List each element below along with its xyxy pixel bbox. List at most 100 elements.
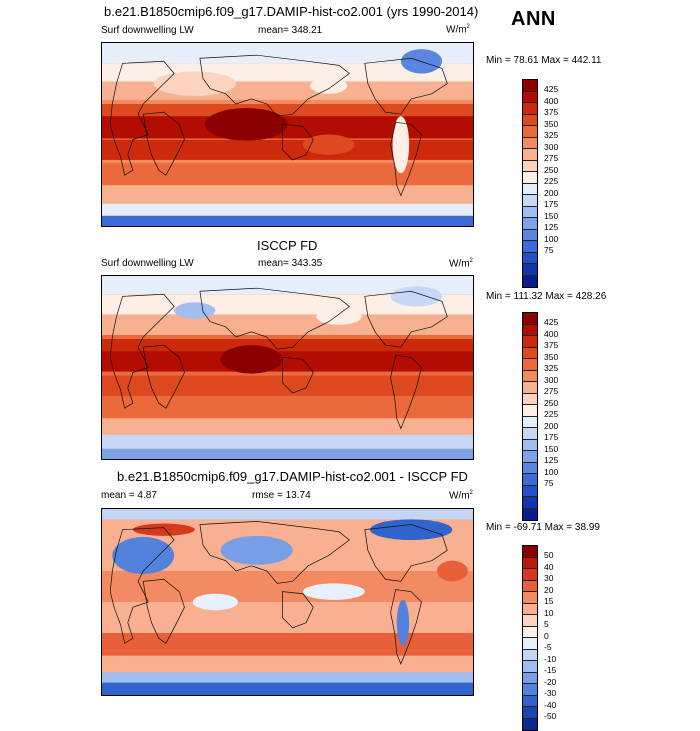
colorbar-swatch [523, 370, 537, 382]
panel-diff-map [101, 508, 474, 696]
colorbar-tick-label: 200 [544, 420, 559, 431]
colorbar-tick-label: 75 [544, 478, 554, 488]
colorbar-tick-label: 400 [544, 328, 559, 339]
colorbar-tick-label: 200 [544, 187, 559, 198]
colorbar-swatch [523, 661, 537, 673]
colorbar-swatch [523, 405, 537, 417]
colorbar-swatch [523, 103, 537, 115]
colorbar-swatch [523, 603, 537, 615]
colorbar-swatch [523, 206, 537, 218]
colorbar-tick-label: 10 [544, 607, 554, 618]
colorbar-swatch [523, 275, 537, 287]
colorbar-swatch [523, 485, 537, 497]
panel-model-map [101, 42, 474, 227]
colorbar-swatch [523, 393, 537, 405]
panel-diff-colorbar-labels: 50 40 30 20 15 10 5 0 -5 -10 -15 -20 -30 -40 -50 [544, 550, 556, 723]
panel-diff-rmse-label: rmse = 13.74 [252, 490, 311, 501]
colorbar-swatch [523, 347, 537, 359]
colorbar-swatch [523, 557, 537, 569]
colorbar-tick-label: 375 [544, 107, 559, 117]
colorbar-tick-label: 275 [544, 386, 559, 396]
colorbar-swatch [523, 183, 537, 195]
colorbar-swatch [523, 615, 537, 627]
colorbar-tick-label: 275 [544, 153, 559, 163]
panel-obs-map [101, 275, 474, 460]
colorbar-swatch [523, 439, 537, 451]
colorbar-swatch [523, 497, 537, 509]
colorbar-swatch [523, 80, 537, 92]
colorbar-tick-label: 225 [544, 176, 559, 186]
colorbar-tick-label: 175 [544, 432, 559, 442]
colorbar-swatch [523, 382, 537, 394]
colorbar-swatch [523, 718, 537, 730]
colorbar-tick-label: 350 [544, 118, 559, 129]
colorbar-tick-label: -10 [544, 653, 557, 664]
colorbar-swatch [523, 91, 537, 103]
colorbar-swatch [523, 241, 537, 253]
panel-model-colorbar [522, 79, 538, 288]
colorbar-swatch [523, 324, 537, 336]
colorbar-swatch [523, 508, 537, 520]
panel-model-minmax: Min = 78.61 Max = 442.11 [486, 55, 602, 66]
panel-diff-colorbar [522, 545, 538, 731]
panel-obs-title: ISCCP FD [257, 238, 318, 253]
colorbar-tick-label: 300 [544, 374, 559, 385]
colorbar-swatch [523, 195, 537, 207]
colorbar-swatch [523, 546, 537, 558]
colorbar-swatch [523, 451, 537, 463]
colorbar-tick-label: 150 [544, 443, 559, 454]
panel-model-mean-label: mean= 348.21 [258, 25, 323, 36]
colorbar-swatch [523, 695, 537, 707]
colorbar-tick-label: -40 [544, 699, 557, 710]
panel-model-map-field [102, 43, 473, 226]
colorbar-tick-label: 250 [544, 164, 559, 175]
colorbar-swatch [523, 638, 537, 650]
colorbar-tick-label: 425 [544, 317, 559, 327]
colorbar-swatch [523, 137, 537, 149]
colorbar-tick-label: 325 [544, 363, 559, 373]
colorbar-swatch [523, 474, 537, 486]
panel-obs-mean-label: mean= 343.35 [258, 258, 323, 269]
panel-model-title: b.e21.B1850cmip6.f09_g17.DAMIP-hist-co2.… [104, 4, 479, 19]
colorbar-swatch [523, 626, 537, 638]
colorbar-swatch [523, 313, 537, 325]
panel-diff-minmax: Min = -69.71 Max = 38.99 [486, 522, 600, 533]
colorbar-swatch [523, 218, 537, 230]
panel-model-variable-label: Surf downwelling LW [101, 25, 194, 36]
colorbar-swatch [523, 672, 537, 684]
colorbar-swatch [523, 149, 537, 161]
panel-obs-units: W/m2 [449, 258, 473, 270]
colorbar-tick-label: -50 [544, 711, 557, 721]
panel-obs-map-field [102, 276, 473, 459]
colorbar-tick-label: -5 [544, 642, 552, 652]
colorbar-swatch [523, 569, 537, 581]
colorbar-swatch [523, 684, 537, 696]
colorbar-tick-label: 175 [544, 199, 559, 209]
colorbar-swatch [523, 416, 537, 428]
panel-obs-colorbar [522, 312, 538, 521]
colorbar-tick-label: 100 [544, 466, 559, 477]
panel-obs-variable-label: Surf downwelling LW [101, 258, 194, 269]
colorbar-tick-label: 250 [544, 397, 559, 408]
colorbar-tick-label: 0 [544, 630, 549, 641]
colorbar-tick-label: 350 [544, 351, 559, 362]
panel-diff-mean-label: mean = 4.87 [101, 490, 157, 501]
colorbar-swatch [523, 252, 537, 264]
colorbar-tick-label: 50 [544, 550, 554, 560]
colorbar-tick-label: 325 [544, 130, 559, 140]
panel-model-units: W/m2 [446, 24, 470, 36]
colorbar-swatch [523, 172, 537, 184]
colorbar-tick-label: 375 [544, 340, 559, 350]
colorbar-tick-label: 100 [544, 233, 559, 244]
colorbar-tick-label: -30 [544, 688, 557, 698]
panel-obs-colorbar-labels: 425 400 375 350 325 300 275 250 225 200 175 150 125 1… [544, 317, 558, 490]
panel-diff-title: b.e21.B1850cmip6.f09_g17.DAMIP-hist-co2.… [117, 469, 468, 484]
colorbar-tick-label: 125 [544, 455, 559, 465]
colorbar-swatch [523, 592, 537, 604]
season-label: ANN [511, 8, 556, 30]
colorbar-tick-label: 5 [544, 619, 549, 629]
colorbar-tick-label: 125 [544, 222, 559, 232]
colorbar-swatch [523, 264, 537, 276]
colorbar-tick-label: 425 [544, 84, 559, 94]
colorbar-tick-label: 75 [544, 245, 554, 255]
